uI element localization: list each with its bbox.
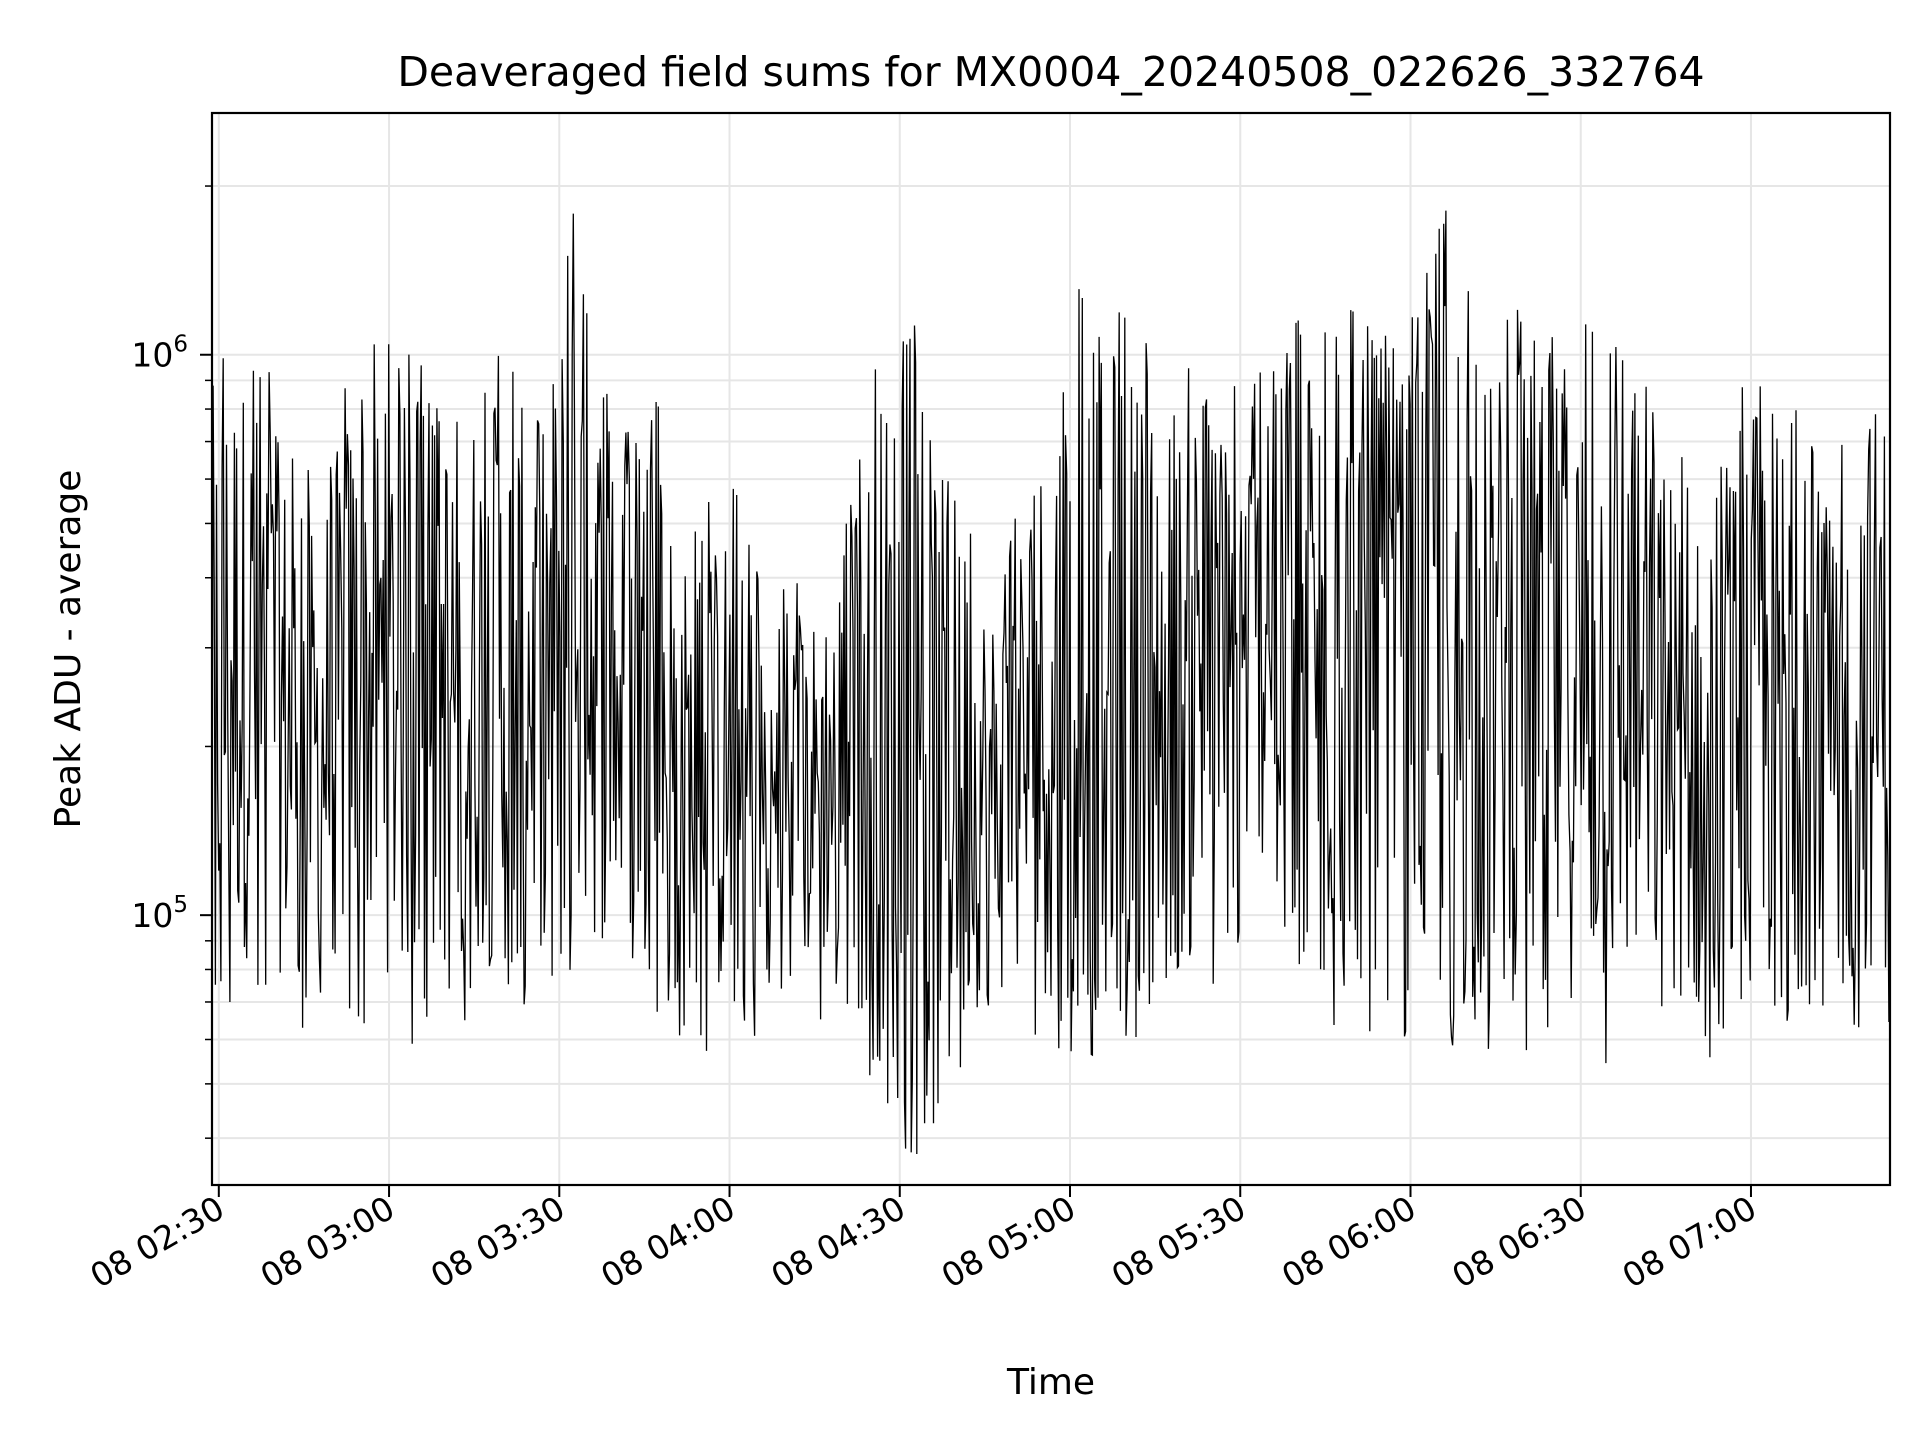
plot-frame bbox=[210, 111, 1892, 1187]
series-line bbox=[211, 210, 1891, 1155]
y-tick-label: 106 bbox=[131, 332, 188, 375]
y-tick-label: 105 bbox=[131, 892, 188, 935]
y-axis-label: Peak ADU - average bbox=[48, 470, 89, 829]
x-axis-label: Time bbox=[1006, 1362, 1095, 1403]
series-line-group bbox=[211, 210, 1891, 1155]
chart-title: Deaveraged field sums for MX0004_2024050… bbox=[397, 48, 1704, 96]
y-axis: 105 106 bbox=[131, 185, 212, 1139]
